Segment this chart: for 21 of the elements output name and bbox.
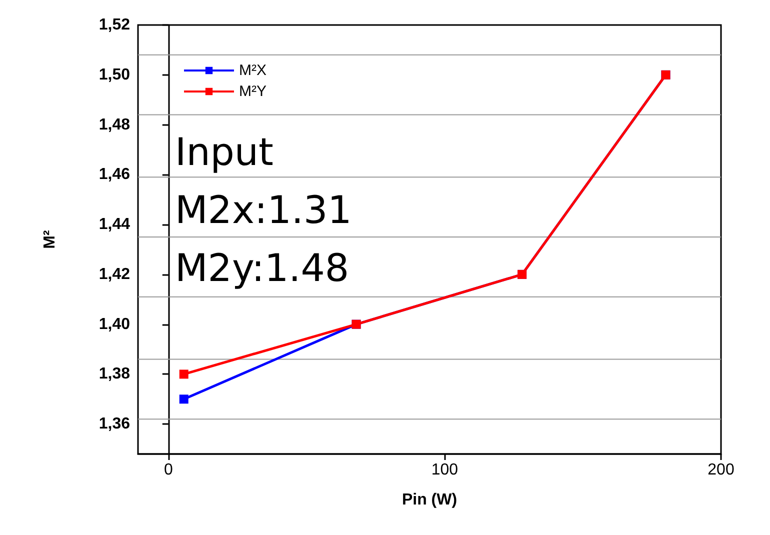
annotation: M2y:1.48 xyxy=(175,246,350,290)
annotation: M2x:1.31 xyxy=(175,188,352,232)
y-tick-label: 1,52 xyxy=(98,16,130,34)
x-tick-label: 100 xyxy=(431,462,458,478)
y-axis-title: M² xyxy=(42,230,58,249)
legend-label: M²X xyxy=(239,62,266,79)
legend-label: M²Y xyxy=(239,83,266,100)
y-tick-label: 1,46 xyxy=(98,166,130,184)
y-tick-label: 1,38 xyxy=(98,366,130,383)
y-tick-label: 1,44 xyxy=(98,216,130,234)
point xyxy=(179,394,188,404)
x-axis-title: Pin (W) xyxy=(402,492,458,508)
point xyxy=(179,370,188,379)
x-tick-label: 0 xyxy=(164,462,173,478)
y-tick-label: 1,40 xyxy=(98,316,130,333)
annotation: Input xyxy=(175,130,274,174)
y-tick-label: 1,48 xyxy=(98,116,130,134)
x-tick-label: 200 xyxy=(708,462,734,478)
y-tick-label: 1,50 xyxy=(98,66,130,84)
y-tick-label: 1,36 xyxy=(98,416,130,433)
y-tick-label: 1,42 xyxy=(98,266,130,283)
